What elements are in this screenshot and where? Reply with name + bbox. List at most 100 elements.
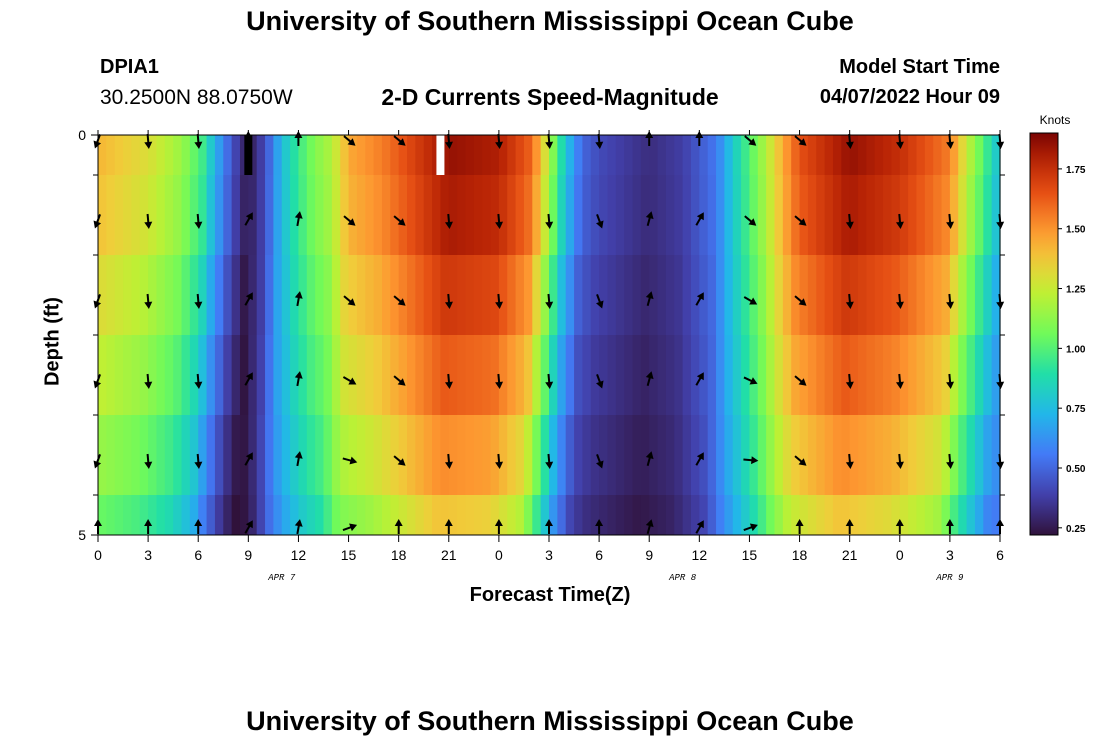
heatmap-cell (682, 415, 692, 495)
heatmap-cell (582, 335, 592, 415)
arrow-head (294, 291, 303, 299)
heatmap-cell (273, 335, 283, 415)
current-arrow (444, 453, 453, 469)
heatmap-cell (214, 495, 224, 535)
heatmap-cell (866, 135, 876, 175)
heatmap-cell (139, 175, 149, 255)
heatmap-cell (974, 415, 984, 495)
heatmap-cell (624, 495, 634, 535)
current-arrow (946, 293, 955, 309)
arrow-head (144, 461, 153, 469)
arrow-head (245, 372, 253, 381)
heatmap-cell (139, 255, 149, 335)
heatmap-cell (615, 335, 625, 415)
heatmap-cell (498, 335, 508, 415)
heatmap-cell (832, 415, 842, 495)
heatmap-cell (849, 335, 859, 415)
heatmap-cell (649, 415, 659, 495)
heatmap-cell (866, 335, 876, 415)
date-label: APR 9 (935, 573, 964, 583)
arrow-head (946, 461, 955, 469)
heatmap-cell (248, 335, 258, 415)
current-arrow (596, 294, 604, 309)
current-arrow (545, 293, 554, 309)
heatmap-cell (139, 415, 149, 495)
heatmap-cell (824, 175, 834, 255)
current-arrow (795, 519, 804, 534)
heatmap-cell (674, 415, 684, 495)
heatmap-cell (582, 415, 592, 495)
arrow-head (349, 523, 358, 532)
heatmap-cell (164, 135, 174, 175)
current-arrow (495, 373, 504, 389)
heatmap-cell (490, 495, 500, 535)
heatmap-cell (390, 255, 400, 335)
heatmap-cell (206, 335, 216, 415)
heatmap-cell (665, 175, 675, 255)
heatmap-cell (782, 175, 792, 255)
heatmap-cell (214, 415, 224, 495)
heatmap-cell (899, 135, 909, 175)
heatmap-cell (457, 335, 467, 415)
heatmap-cell (983, 135, 993, 175)
arrow-head (194, 141, 203, 149)
arrow-head (748, 218, 757, 226)
heatmap-cell (398, 175, 408, 255)
heatmap-cell (123, 415, 133, 495)
heatmap-cell (390, 135, 400, 175)
current-arrow (946, 453, 955, 469)
heatmap-cell (849, 415, 859, 495)
arrow-head (798, 378, 807, 386)
current-arrow (343, 295, 356, 306)
heatmap-cell (407, 255, 416, 335)
heatmap-cell (340, 415, 350, 495)
current-arrow (895, 213, 904, 229)
heatmap-cell (223, 415, 233, 495)
current-arrow (895, 453, 904, 469)
heatmap-cell (298, 335, 308, 415)
heatmap-cell (933, 135, 943, 175)
current-arrow (845, 213, 854, 229)
current-arrow (645, 451, 654, 467)
heatmap-cell (181, 135, 191, 175)
arrow-head (245, 452, 253, 461)
heatmap-cell (665, 415, 675, 495)
heatmap-cell (298, 255, 308, 335)
heatmap-cell (148, 175, 158, 255)
heatmap-cell (924, 135, 934, 175)
heatmap-cell (557, 335, 567, 415)
heatmap-cell (231, 255, 241, 335)
heatmap-cell (565, 415, 575, 495)
heatmap-cell (974, 495, 984, 535)
heatmap-cell (883, 495, 893, 535)
heatmap-cell (832, 335, 842, 415)
heatmap-cell (624, 175, 634, 255)
heatmap-cell (106, 495, 116, 535)
heatmap-cell (281, 495, 291, 535)
heatmap-cell (615, 495, 625, 535)
current-arrow (194, 373, 203, 389)
colorbar-tick-label: 1.00 (1066, 344, 1086, 355)
heatmap-cell (373, 495, 383, 535)
heatmap-cell (373, 415, 383, 495)
heatmap-cell (974, 255, 984, 335)
current-arrow (144, 133, 153, 149)
heatmap-cell (231, 495, 241, 535)
heatmap-cell (690, 135, 700, 175)
heatmap-cell (749, 335, 759, 415)
heatmap-cell (615, 415, 625, 495)
heatmap-cell (590, 335, 600, 415)
heatmap-cell (298, 135, 308, 175)
heatmap-cell (482, 335, 492, 415)
heatmap-cell (181, 415, 191, 495)
arrow-head (845, 221, 854, 229)
heatmap-cell (983, 335, 993, 415)
heatmap-cell (206, 135, 216, 175)
current-arrow (794, 375, 807, 386)
heatmap-cell (457, 135, 467, 175)
heatmap-cell (858, 415, 867, 495)
heatmap-cell (415, 415, 425, 495)
heatmap-cell (732, 175, 742, 255)
heatmap-cell (273, 175, 283, 255)
heatmap-cell (206, 175, 216, 255)
